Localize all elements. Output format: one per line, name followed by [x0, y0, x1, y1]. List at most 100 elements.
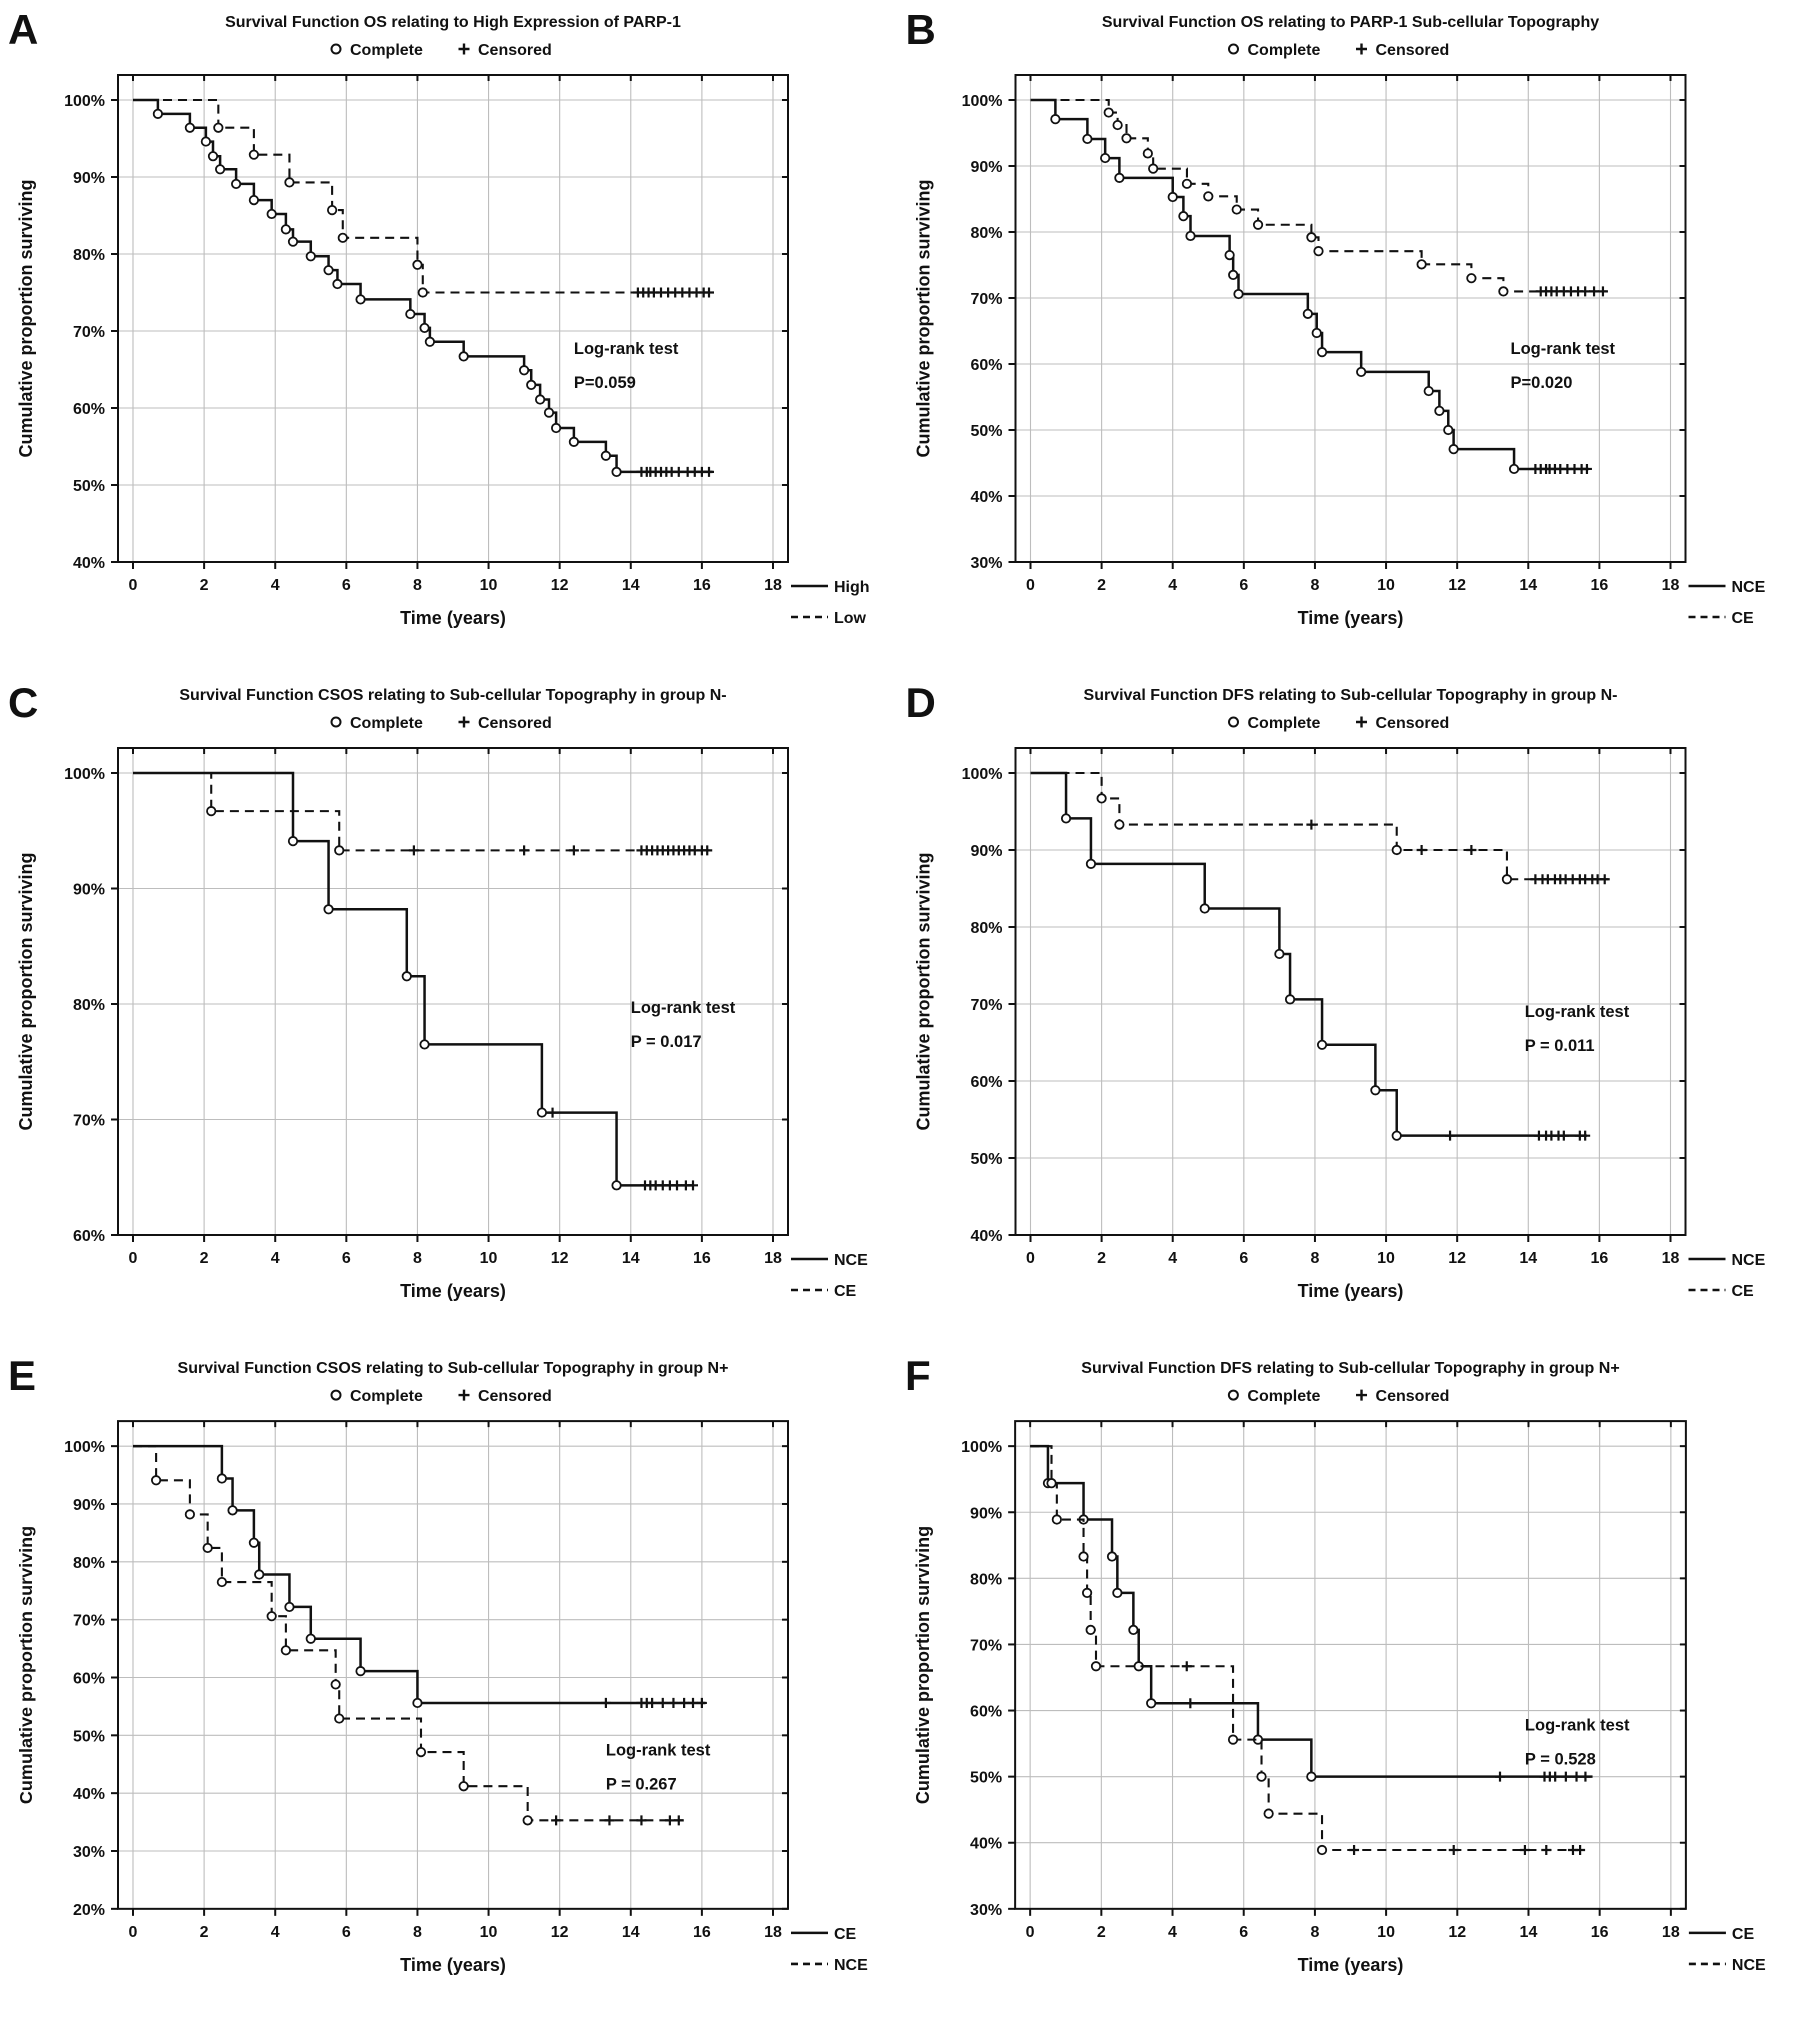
censored-markers-low	[632, 287, 714, 298]
event-markers-high	[152, 108, 622, 478]
y-tick-label: 70%	[970, 291, 1002, 308]
panel-a: A Survival Function OS relating to High E…	[0, 0, 897, 673]
marker-legend-complete-label: Complete	[350, 1388, 423, 1405]
complete-marker	[412, 259, 423, 270]
censored-marker	[1185, 1698, 1196, 1709]
censored-marker	[568, 845, 579, 856]
complete-marker	[305, 1633, 316, 1644]
complete-marker	[227, 1505, 238, 1516]
y-tick-label: 50%	[970, 423, 1002, 440]
complete-marker	[1501, 874, 1513, 885]
x-tick-label: 12	[551, 1924, 569, 1941]
censored-marker-icon	[458, 43, 470, 55]
censored-marker	[1306, 819, 1317, 830]
complete-marker	[1128, 1624, 1139, 1636]
legend-label-low: Low	[834, 610, 867, 627]
y-tick-label: 100%	[64, 766, 105, 783]
complete-marker	[334, 845, 345, 856]
p-value-label: P = 0.011	[1525, 1037, 1595, 1055]
censored-marker	[1494, 1771, 1506, 1782]
logrank-label: Log-rank test	[1525, 1715, 1630, 1734]
complete-marker	[1284, 994, 1296, 1005]
gridlines	[1015, 748, 1686, 1235]
x-tick-label: 18	[764, 1250, 782, 1267]
complete-marker	[526, 379, 537, 390]
panel-f: F Survival Function DFS relating to Sub-c…	[897, 1346, 1795, 2020]
x-tick-label: 12	[551, 1250, 569, 1267]
x-tick-label: 16	[693, 1924, 711, 1941]
complete-marker	[1096, 793, 1107, 804]
complete-marker	[213, 122, 224, 133]
censored-marker-icon	[458, 1389, 470, 1401]
complete-marker	[1370, 1085, 1381, 1096]
panel-c-chart: C Survival Function CSOS relating to Sub-…	[8, 679, 868, 1301]
marker-legend-censored-label: Censored	[1376, 1387, 1450, 1405]
x-axis-title: Time (years)	[400, 1955, 506, 1975]
complete-marker	[551, 422, 562, 434]
censored-marker	[1541, 1845, 1552, 1856]
x-tick-label: 12	[551, 577, 569, 594]
axes-frame	[111, 747, 789, 1242]
complete-marker	[1100, 152, 1111, 164]
series-legend: CE NCE	[1688, 1925, 1766, 1974]
complete-marker-icon	[1228, 716, 1239, 728]
x-tick-label: 8	[413, 1924, 422, 1941]
complete-marker	[1316, 347, 1328, 358]
x-tick-label: 12	[1448, 577, 1466, 594]
complete-marker	[355, 294, 366, 305]
x-tick-label: 18	[1662, 577, 1680, 594]
censored-marker	[1181, 1661, 1192, 1672]
complete-marker-icon	[330, 1389, 342, 1401]
survival-curve-ce	[1030, 771, 1611, 881]
censored-markers-high	[636, 466, 714, 477]
x-tick-label: 18	[764, 1924, 782, 1941]
y-tick-label: 80%	[970, 920, 1002, 937]
x-tick-label: 16	[693, 1250, 711, 1267]
complete-marker	[284, 177, 295, 188]
censored-marker	[1597, 286, 1608, 297]
complete-marker	[415, 1746, 427, 1758]
censored-marker	[647, 1697, 658, 1708]
complete-marker	[458, 1781, 469, 1792]
gridlines	[118, 748, 788, 1235]
x-tick-label: 18	[764, 577, 782, 594]
censored-marker	[1575, 1845, 1586, 1856]
censored-marker	[673, 1815, 684, 1826]
marker-legend: Complete Censored	[330, 1388, 552, 1405]
censored-marker	[547, 1107, 558, 1118]
x-tick-label: 12	[1448, 1250, 1466, 1267]
complete-marker	[287, 236, 299, 247]
censored-marker-icon	[1356, 43, 1367, 55]
x-tick-label: 4	[1168, 1250, 1177, 1267]
survival-curve-nce	[1030, 1445, 1584, 1852]
legend-label-nce: NCE	[1732, 1956, 1766, 1974]
censored-marker	[1560, 1771, 1571, 1782]
logrank-label: Log-rank test	[631, 999, 736, 1017]
complete-marker	[254, 1569, 265, 1580]
complete-marker	[1316, 1844, 1328, 1856]
event-markers-ce	[206, 806, 345, 856]
x-axis-title: Time (years)	[1298, 608, 1404, 628]
gridlines	[118, 75, 788, 562]
y-tick-label: 80%	[970, 225, 1002, 242]
censored-marker	[1445, 1130, 1456, 1141]
x-tick-label: 4	[271, 1924, 280, 1941]
x-tick-label: 6	[342, 1924, 351, 1941]
complete-marker	[1508, 463, 1520, 475]
series-legend: NCE CE	[791, 1252, 868, 1300]
legend-label-ce: CE	[1732, 1283, 1755, 1300]
complete-marker	[458, 351, 469, 362]
censored-marker	[1580, 286, 1591, 297]
series-legend: NCE CE	[1688, 1252, 1766, 1300]
censored-markers-ce	[1306, 819, 1610, 885]
x-tick-label: 10	[1377, 1923, 1395, 1941]
event-markers-nce	[1060, 813, 1402, 1141]
marker-legend-censored-label: Censored	[1376, 42, 1450, 59]
y-tick-label: 40%	[73, 555, 105, 572]
panel-e: E Survival Function CSOS relating to Sub-…	[0, 1346, 897, 2020]
x-tick-label: 8	[1310, 577, 1319, 594]
complete-marker	[568, 436, 579, 447]
complete-marker	[1466, 273, 1477, 284]
y-tick-label: 60%	[970, 357, 1002, 374]
